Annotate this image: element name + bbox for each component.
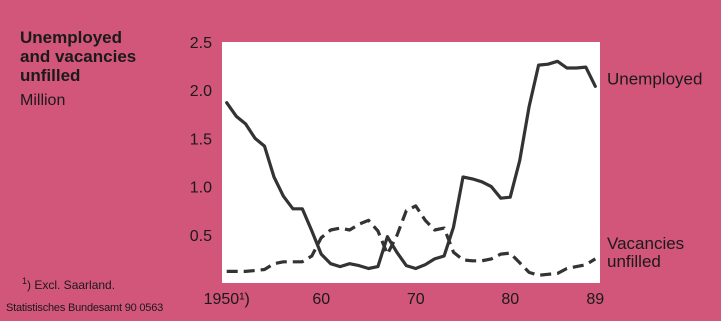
unemployed-line [225,59,597,271]
unemployed-label: Unemployed [607,69,702,88]
plot-area [222,42,600,283]
series-lines [225,59,597,277]
footnote-marker: 1 [22,276,28,286]
y-tick-label: 1.5 [190,131,212,148]
source-note: Statistisches Bundesamt 90 0563 [6,302,164,314]
title-line-3: unfilled [20,66,81,85]
title-line-1: Unemployed [20,28,123,47]
unit-label: Million [20,92,66,109]
vacancies-label: unfilled [607,252,661,271]
x-tick-label: 1950¹) [204,291,250,308]
y-tick-label: 2.0 [190,83,212,100]
chart-title: Unemployed and vacancies unfilled [20,28,190,85]
y-axis-ticks: 2.5 2.0 1.5 1.0 0.5 [190,35,212,245]
x-tick-label: 60 [312,291,330,308]
vacancies-line [226,204,597,277]
x-axis-ticks: 1950¹) 60 70 80 89 [204,291,605,308]
title-line-2: and vacancies [20,47,137,66]
y-tick-label: 2.5 [190,35,212,52]
footnote: 1) Excl. Saarland. [22,276,115,292]
vacancies-label: Vacancies [607,234,684,253]
x-tick-label: 70 [407,291,425,308]
y-tick-label: 1.0 [190,180,212,197]
x-tick-label: 80 [501,291,519,308]
y-tick-label: 0.5 [190,228,212,245]
x-tick-label: 89 [586,291,604,308]
footnote-text: ) Excl. Saarland. [27,278,116,292]
